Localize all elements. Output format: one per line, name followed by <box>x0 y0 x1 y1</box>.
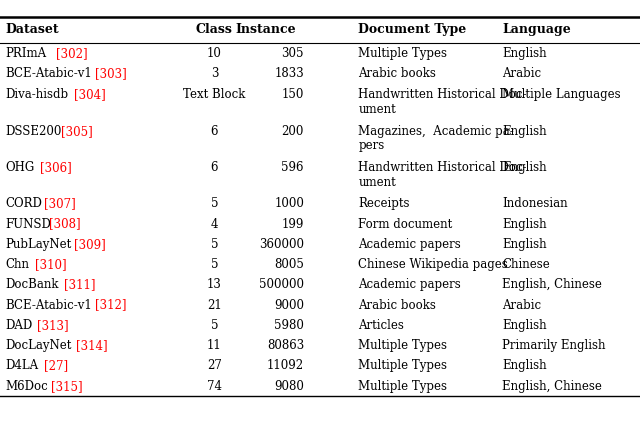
Text: OHG: OHG <box>5 162 35 175</box>
Text: [303]: [303] <box>95 67 127 80</box>
Text: ument: ument <box>358 103 396 116</box>
Text: [313]: [313] <box>37 319 68 332</box>
Text: Multiple Types: Multiple Types <box>358 47 447 60</box>
Text: [305]: [305] <box>61 125 93 138</box>
Text: 1000: 1000 <box>274 197 304 210</box>
Text: Articles: Articles <box>358 319 404 332</box>
Text: [315]: [315] <box>51 380 83 392</box>
Text: [304]: [304] <box>74 88 106 101</box>
Text: [308]: [308] <box>49 218 80 230</box>
Text: 11092: 11092 <box>267 360 304 372</box>
Text: [312]: [312] <box>95 299 126 311</box>
Text: Magazines,  Academic pa-: Magazines, Academic pa- <box>358 125 514 138</box>
Text: Receipts: Receipts <box>358 197 410 210</box>
Text: 9080: 9080 <box>274 380 304 392</box>
Text: 8005: 8005 <box>274 258 304 271</box>
Text: Multiple Languages: Multiple Languages <box>502 88 621 101</box>
Text: 5: 5 <box>211 319 218 332</box>
Text: Arabic: Arabic <box>502 299 541 311</box>
Text: Diva-hisdb: Diva-hisdb <box>5 88 68 101</box>
Text: [306]: [306] <box>40 162 72 175</box>
Text: Form document: Form document <box>358 218 452 230</box>
Text: Document Type: Document Type <box>358 24 467 36</box>
Text: English: English <box>502 319 547 332</box>
Text: DocBank: DocBank <box>5 279 59 291</box>
Text: pers: pers <box>358 139 385 152</box>
Text: Text Block: Text Block <box>183 88 246 101</box>
Text: English: English <box>502 47 547 60</box>
Text: English: English <box>502 218 547 230</box>
Text: DAD: DAD <box>5 319 33 332</box>
Text: Multiple Types: Multiple Types <box>358 360 447 372</box>
Text: 5980: 5980 <box>274 319 304 332</box>
Text: 150: 150 <box>282 88 304 101</box>
Text: 13: 13 <box>207 279 222 291</box>
Text: Arabic books: Arabic books <box>358 299 436 311</box>
Text: BCE-Atabic-v1: BCE-Atabic-v1 <box>5 67 92 80</box>
Text: 6: 6 <box>211 162 218 175</box>
Text: 5: 5 <box>211 258 218 271</box>
Text: English: English <box>502 360 547 372</box>
Text: [314]: [314] <box>76 339 107 352</box>
Text: Indonesian: Indonesian <box>502 197 568 210</box>
Text: Class: Class <box>196 24 233 36</box>
Text: Handwritten Historical Doc-: Handwritten Historical Doc- <box>358 88 527 101</box>
Text: Dataset: Dataset <box>5 24 59 36</box>
Text: Chn: Chn <box>5 258 29 271</box>
Text: ument: ument <box>358 176 396 189</box>
Text: Language: Language <box>502 24 571 36</box>
Text: Chinese Wikipedia pages: Chinese Wikipedia pages <box>358 258 508 271</box>
Text: 3: 3 <box>211 67 218 80</box>
Text: English, Chinese: English, Chinese <box>502 380 602 392</box>
Text: English: English <box>502 125 547 138</box>
Text: 10: 10 <box>207 47 222 60</box>
Text: 200: 200 <box>282 125 304 138</box>
Text: 11: 11 <box>207 339 222 352</box>
Text: M6Doc: M6Doc <box>5 380 48 392</box>
Text: 5: 5 <box>211 197 218 210</box>
Text: Arabic: Arabic <box>502 67 541 80</box>
Text: D4LA: D4LA <box>5 360 38 372</box>
Text: [307]: [307] <box>44 197 76 210</box>
Text: Handwritten Historical Doc-: Handwritten Historical Doc- <box>358 162 527 175</box>
Text: CORD: CORD <box>5 197 42 210</box>
Text: Academic papers: Academic papers <box>358 238 461 251</box>
Text: [27]: [27] <box>44 360 68 372</box>
Text: [302]: [302] <box>56 47 88 60</box>
Text: 360000: 360000 <box>259 238 304 251</box>
Text: [309]: [309] <box>74 238 106 251</box>
Text: 21: 21 <box>207 299 222 311</box>
Text: 596: 596 <box>282 162 304 175</box>
Text: 5: 5 <box>211 238 218 251</box>
Text: DSSE200: DSSE200 <box>5 125 61 138</box>
Text: PubLayNet: PubLayNet <box>5 238 72 251</box>
Text: Multiple Types: Multiple Types <box>358 380 447 392</box>
Text: DocLayNet: DocLayNet <box>5 339 72 352</box>
Text: English: English <box>502 238 547 251</box>
Text: Multiple Types: Multiple Types <box>358 339 447 352</box>
Text: 80863: 80863 <box>267 339 304 352</box>
Text: Arabic books: Arabic books <box>358 67 436 80</box>
Text: 4: 4 <box>211 218 218 230</box>
Text: English: English <box>502 162 547 175</box>
Text: [310]: [310] <box>35 258 66 271</box>
Text: 27: 27 <box>207 360 222 372</box>
Text: BCE-Atabic-v1: BCE-Atabic-v1 <box>5 299 92 311</box>
Text: 500000: 500000 <box>259 279 304 291</box>
Text: 6: 6 <box>211 125 218 138</box>
Text: Primarily English: Primarily English <box>502 339 606 352</box>
Text: [311]: [311] <box>64 279 95 291</box>
Text: PRImA: PRImA <box>5 47 46 60</box>
Text: Chinese: Chinese <box>502 258 550 271</box>
Text: 9000: 9000 <box>274 299 304 311</box>
Text: FUNSD: FUNSD <box>5 218 51 230</box>
Text: 305: 305 <box>282 47 304 60</box>
Text: Instance: Instance <box>236 24 296 36</box>
Text: Academic papers: Academic papers <box>358 279 461 291</box>
Text: 199: 199 <box>282 218 304 230</box>
Text: 74: 74 <box>207 380 222 392</box>
Text: 1833: 1833 <box>275 67 304 80</box>
Text: English, Chinese: English, Chinese <box>502 279 602 291</box>
